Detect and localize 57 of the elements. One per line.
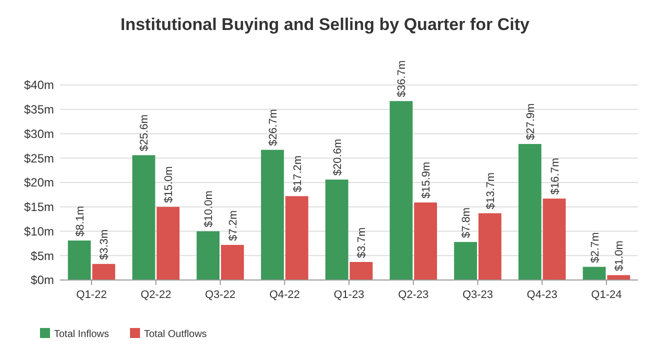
y-tick-label: $25m [24,151,54,166]
bar [221,244,244,280]
data-label: $25.6m [138,114,151,152]
data-label: $36.7m [396,60,408,98]
y-tick-label: $5m [30,248,54,263]
x-tick-label: Q1-22 [76,289,107,301]
x-tick-label: Q1-24 [591,289,622,301]
y-tick-label: $35m [24,102,54,117]
bar [607,275,630,280]
data-label: $7.8m [460,207,473,238]
y-tick-label: $40m [24,78,54,92]
bar [260,150,284,280]
x-tick-label: Q3-22 [204,289,236,301]
data-label: $7.2m [227,210,240,241]
y-tick-label: $15m [24,200,54,214]
legend-label: Total Inflows [54,329,110,340]
bar [285,196,308,280]
data-label: $16.7m [549,158,562,195]
bar [454,242,477,280]
bar [478,213,502,280]
x-tick-label: Q2-22 [140,289,172,301]
data-label: $17.2m [292,155,304,192]
bar [518,144,542,280]
data-label: $15.9m [420,162,433,198]
data-label: $20.6m [332,138,344,176]
bar [350,262,373,280]
legend-label: Total Outflows [144,329,207,340]
bar [68,240,91,280]
x-tick-label: Q3-23 [462,289,494,301]
data-label: $2.7m [589,232,602,263]
bar [582,266,606,280]
y-tick-label: $10m [24,224,54,238]
data-label: $13.7m [484,172,497,210]
data-label: $3.7m [356,227,368,258]
bar [325,180,348,280]
bar [92,264,116,280]
x-tick-label: Q4-22 [269,289,300,301]
chart-title: Institutional Buying and Selling by Quarter for City [120,15,530,34]
bar [196,231,220,280]
x-tick-label: Q4-23 [526,289,558,301]
x-tick-label: Q2-23 [398,289,429,301]
bar [132,155,156,280]
data-label: $27.9m [524,103,537,140]
data-label: $1.0m [614,240,626,272]
data-label: $26.7m [267,109,280,146]
y-tick-label: $20m [24,176,54,190]
y-tick-label: $0m [30,273,54,288]
y-tick-label: $30m [24,126,54,141]
bar [156,206,180,280]
bar [390,101,413,280]
bar [542,198,566,280]
data-label: $3.3m [98,229,111,260]
data-label: $10.0m [203,190,216,228]
bar [414,202,438,280]
data-label: $15.0m [163,166,176,203]
x-tick-label: Q1-23 [334,289,364,301]
data-label: $8.1m [74,206,86,237]
